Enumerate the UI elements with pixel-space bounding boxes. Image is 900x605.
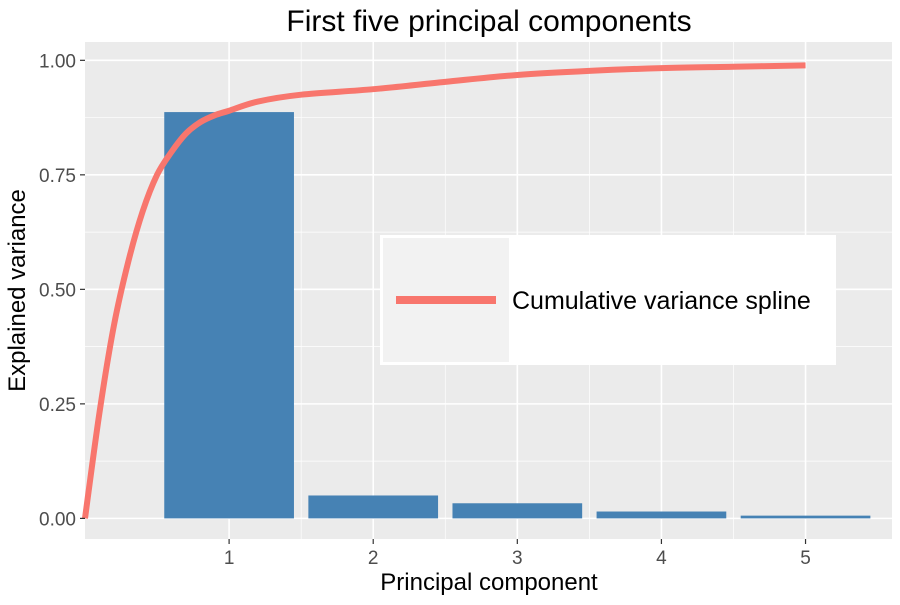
- x-axis-title: Principal component: [380, 569, 598, 596]
- x-axis: 1 2 3 4 5: [224, 539, 811, 569]
- x-tick-label: 5: [800, 548, 811, 569]
- bar-pc-4: [596, 511, 727, 519]
- x-tick-label: 1: [224, 548, 235, 569]
- y-tick-label: 0.25: [39, 395, 76, 416]
- y-tick-label: 0.00: [39, 509, 76, 530]
- bar-pc-1: [164, 112, 294, 519]
- x-tick-label: 2: [368, 548, 379, 569]
- y-axis: 0.00 0.25 0.50 0.75 1.00: [39, 51, 85, 530]
- chart-title: First five principal components: [286, 5, 691, 38]
- y-axis-title: Explained variance: [4, 189, 31, 392]
- legend: Cumulative variance spline: [380, 235, 836, 365]
- y-tick-label: 1.00: [39, 51, 76, 72]
- x-tick-label: 4: [656, 548, 667, 569]
- cumulative-variance-spline: [82, 62, 806, 519]
- x-tick-label: 3: [512, 548, 523, 569]
- bar-pc-3: [452, 503, 583, 519]
- legend-entry-label: Cumulative variance spline: [512, 287, 811, 315]
- bar-pc-2: [308, 495, 439, 519]
- cumulative-variance-line: [82, 62, 806, 519]
- variance-bars: [164, 112, 871, 519]
- bar-pc-5: [740, 515, 871, 519]
- y-tick-label: 0.50: [39, 280, 76, 301]
- y-tick-label: 0.75: [39, 166, 76, 187]
